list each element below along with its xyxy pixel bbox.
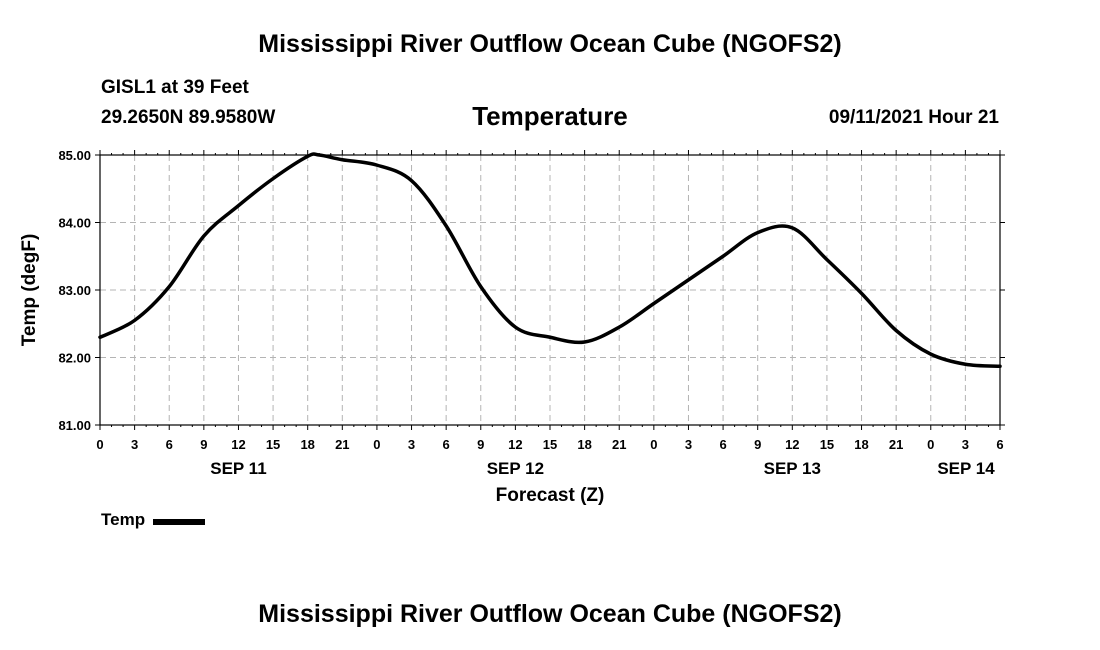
plot-frame bbox=[99, 154, 1001, 426]
x-tick-label: 9 bbox=[200, 437, 207, 452]
x-tick-label: 21 bbox=[889, 437, 903, 452]
x-tick-label: 18 bbox=[854, 437, 868, 452]
y-axis-label: Temp (degF) bbox=[19, 234, 40, 347]
x-tick-label: 6 bbox=[166, 437, 173, 452]
x-axis-label: Forecast (Z) bbox=[496, 485, 605, 506]
x-tick-label: 3 bbox=[685, 437, 692, 452]
x-tick-label: 6 bbox=[996, 437, 1003, 452]
x-tick-label: 3 bbox=[131, 437, 138, 452]
x-tick-label: 0 bbox=[927, 437, 934, 452]
x-tick-label: 6 bbox=[443, 437, 450, 452]
date-label: SEP 13 bbox=[764, 459, 821, 478]
footer-title: Mississippi River Outflow Ocean Cube (NG… bbox=[258, 600, 842, 628]
x-tick-label: 0 bbox=[373, 437, 380, 452]
date-label: SEP 14 bbox=[937, 459, 995, 478]
x-tick-label: 12 bbox=[508, 437, 522, 452]
forecast-timestamp: 09/11/2021 Hour 21 bbox=[828, 107, 999, 128]
date-label: SEP 11 bbox=[210, 459, 266, 478]
x-tick-label: 18 bbox=[577, 437, 591, 452]
station-coordinates: 29.2650N 89.9580W bbox=[101, 107, 276, 128]
variable-title: Temperature bbox=[472, 101, 628, 131]
x-tick-label: 15 bbox=[543, 437, 557, 452]
x-tick-label: 21 bbox=[335, 437, 349, 452]
y-tick-label: 82.00 bbox=[58, 351, 91, 366]
y-tick-label: 84.00 bbox=[58, 216, 91, 231]
x-tick-label: 0 bbox=[650, 437, 657, 452]
x-tick-label: 15 bbox=[266, 437, 280, 452]
legend-line-swatch bbox=[153, 519, 206, 525]
legend-label: Temp bbox=[101, 510, 146, 529]
x-tick-label: 21 bbox=[612, 437, 626, 452]
y-tick-label: 81.00 bbox=[58, 418, 91, 433]
x-tick-label: 18 bbox=[300, 437, 314, 452]
x-tick-label: 15 bbox=[820, 437, 834, 452]
y-tick-label: 83.00 bbox=[58, 283, 91, 298]
y-tick-label: 85.00 bbox=[58, 148, 91, 163]
station-label: GISL1 at 39 Feet bbox=[101, 77, 249, 98]
x-tick-label: 3 bbox=[408, 437, 415, 452]
series-line-temp bbox=[98, 152, 1002, 369]
x-tick-label: 0 bbox=[96, 437, 103, 452]
date-label: SEP 12 bbox=[487, 459, 544, 478]
chart-legend: Temp bbox=[101, 510, 206, 530]
x-tick-label: 3 bbox=[962, 437, 969, 452]
x-tick-label: 9 bbox=[754, 437, 761, 452]
x-tick-label: 12 bbox=[785, 437, 799, 452]
chart-main-title: Mississippi River Outflow Ocean Cube (NG… bbox=[258, 30, 842, 58]
x-tick-label: 6 bbox=[719, 437, 726, 452]
x-tick-label: 12 bbox=[231, 437, 245, 452]
x-tick-label: 9 bbox=[477, 437, 484, 452]
